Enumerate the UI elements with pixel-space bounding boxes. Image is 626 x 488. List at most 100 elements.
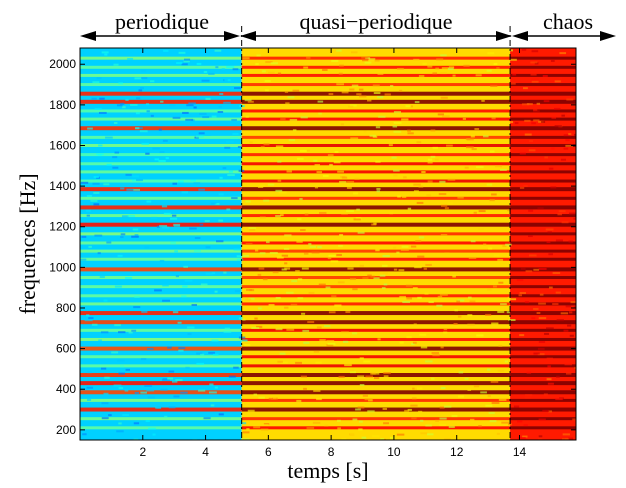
spectrogram-speckle — [82, 433, 87, 436]
spectrogram-speckle — [380, 438, 385, 440]
spectrogram-speckle — [168, 406, 176, 409]
spectrogram-speckle — [496, 432, 500, 435]
spectrogram-speckle — [568, 212, 576, 215]
spectrogram-speckle — [155, 406, 162, 409]
spectrogram-speckle — [297, 297, 304, 300]
spectrogram-speckle — [355, 408, 361, 411]
spectral-line — [80, 249, 242, 253]
spectrogram-speckle — [338, 375, 345, 378]
spectrogram-speckle — [277, 72, 282, 75]
spectrogram-speckle — [138, 89, 143, 92]
spectrogram-speckle — [178, 349, 184, 352]
spectrogram-speckle — [410, 404, 418, 407]
spectral-line — [510, 187, 576, 192]
spectrogram-speckle — [182, 285, 188, 288]
spectrogram-speckle — [131, 329, 137, 332]
spectrogram-speckle — [200, 353, 205, 356]
spectrogram-speckle — [205, 272, 213, 275]
spectrogram-speckle — [297, 157, 304, 160]
spectrogram-speckle — [526, 371, 532, 374]
spectrogram-speckle — [362, 277, 369, 280]
spectrogram-speckle — [550, 59, 555, 62]
spectrogram-speckle — [88, 245, 92, 248]
spectrogram-speckle — [431, 351, 439, 354]
spectrogram-speckle — [376, 187, 381, 190]
spectrogram-speckle — [420, 346, 428, 349]
spectral-line — [241, 170, 511, 174]
spectrogram-speckle — [92, 182, 100, 185]
spectrogram-speckle — [382, 254, 390, 257]
spectrogram-speckle — [407, 129, 411, 132]
spectrogram-speckle — [414, 101, 420, 104]
spectrogram-speckle — [378, 115, 386, 118]
spectrogram-speckle — [316, 326, 322, 329]
spectrogram-speckle — [349, 104, 357, 107]
spectrogram-speckle — [275, 214, 281, 217]
spectrogram-speckle — [88, 317, 94, 320]
spectrogram-speckle — [359, 264, 364, 267]
spectrogram-speckle — [262, 278, 268, 281]
spectrogram-speckle — [100, 331, 109, 334]
spectrogram-speckle — [531, 122, 536, 125]
spectrogram-speckle — [271, 397, 278, 400]
spectrogram-speckle — [317, 100, 324, 103]
spectral-line — [241, 285, 511, 289]
spectrogram-speckle — [371, 438, 377, 440]
spectrogram-speckle — [152, 147, 160, 150]
spectrogram-speckle — [558, 77, 563, 80]
regime-label-chaos: chaos — [543, 9, 593, 34]
spectrogram-speckle — [98, 339, 102, 342]
spectrogram-speckle — [427, 161, 433, 164]
spectrogram-speckle — [205, 97, 211, 100]
spectrogram-speckle — [411, 417, 417, 420]
spectrogram-speckle — [292, 89, 300, 92]
spectrogram-speckle — [145, 420, 150, 423]
spectrogram-speckle — [457, 395, 465, 398]
spectrogram-speckle — [245, 200, 251, 203]
spectrogram-speckle — [263, 143, 270, 146]
spectrogram-speckle — [98, 144, 103, 147]
spectrogram-speckle — [377, 72, 384, 75]
spectrogram-speckle — [106, 241, 112, 244]
spectrogram-speckle — [420, 419, 424, 422]
spectrogram-speckle — [139, 87, 144, 90]
spectrogram-speckle — [521, 267, 526, 270]
spectrogram-speckle — [301, 312, 306, 315]
spectrogram-speckle — [550, 186, 557, 189]
spectrogram-speckle — [213, 437, 218, 440]
spectrogram-speckle — [575, 374, 576, 377]
spectrogram-speckle — [92, 81, 100, 84]
spectral-line — [241, 99, 511, 104]
spectrogram-speckle — [552, 272, 561, 275]
spectral-line — [241, 214, 511, 218]
spectrogram-speckle — [201, 79, 210, 82]
x-tick-label: 8 — [328, 445, 335, 459]
spectrogram-speckle — [211, 115, 217, 118]
spectrogram-speckle — [507, 296, 511, 299]
spectrogram-speckle — [542, 75, 548, 78]
spectrogram-speckle — [87, 398, 92, 401]
spectral-line — [80, 214, 242, 218]
spectrogram-speckle — [428, 301, 434, 304]
x-tick-label: 14 — [513, 445, 527, 459]
spectrogram-speckle — [436, 58, 444, 61]
spectral-line — [510, 222, 576, 227]
spectrogram-speckle — [136, 97, 141, 100]
spectrogram-speckle — [284, 90, 289, 93]
spectrogram-speckle — [547, 231, 552, 234]
spectrogram-speckle — [521, 48, 527, 51]
spectrogram-speckle — [199, 223, 204, 226]
spectrogram-speckle — [189, 227, 197, 230]
spectrogram-speckle — [436, 304, 443, 307]
spectrogram-speckle — [327, 257, 332, 260]
spectrogram-speckle — [327, 154, 334, 157]
spectral-line — [80, 398, 242, 402]
spectrogram-speckle — [133, 422, 140, 425]
spectrogram-speckle — [367, 410, 375, 413]
spectral-line — [80, 241, 242, 245]
spectrogram-speckle — [494, 165, 502, 168]
spectrogram-speckle — [487, 368, 491, 371]
spectrogram-speckle — [480, 391, 487, 394]
spectrogram-speckle — [553, 107, 561, 110]
spectrogram-speckle — [203, 417, 211, 420]
